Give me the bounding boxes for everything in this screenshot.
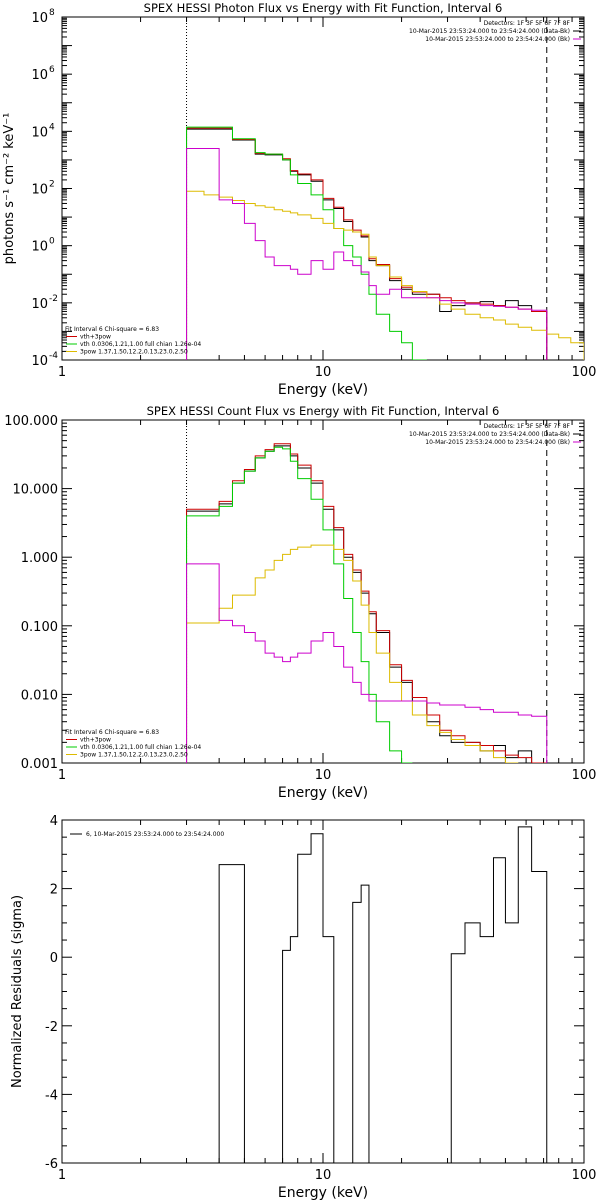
y-tick-label-exponent: -2 [49, 294, 58, 304]
y-tick-label: -4 [45, 1088, 58, 1103]
y-tick-label: 0.001 [21, 757, 58, 772]
y-tick-label: 10 [31, 183, 48, 198]
y-tick-label: 0.100 [21, 620, 58, 635]
legend-bottom-left-text: vth 0.0306,1.21,1.00 full chian 1.26e-04 [80, 744, 201, 751]
y-tick-label-exponent: 4 [49, 122, 55, 132]
series-layer [186, 126, 584, 360]
y-tick-label: 2 [50, 883, 58, 898]
legend-top-right-text: 10-Mar-2015 23:53:24.000 to 23:54:24.000… [409, 28, 570, 35]
series-line-background [186, 563, 548, 763]
legend-top-right-text: 10-Mar-2015 23:53:24.000 to 23:54:24.000… [425, 439, 570, 446]
y-axis-label: Normalized Residuals (sigma) [10, 895, 25, 1088]
y-tick-label: 10 [31, 11, 48, 26]
x-tick-label: 10 [315, 1168, 332, 1183]
series-layer [186, 443, 548, 763]
y-tick-label: 10 [31, 240, 48, 255]
y-tick-label: 0.010 [21, 688, 58, 703]
series-line-thermal [186, 446, 413, 763]
chart-panel-3: 1 10 100 Energy (keV) -6 -4 -2 0 2 4 Normalized Re… [10, 814, 596, 1200]
chart-title: SPEX HESSI Photon Flux vs Energy with Fi… [144, 1, 503, 15]
series-line-powerlaw [186, 544, 519, 763]
y-tick-label: 10 [31, 125, 48, 140]
y-tick-label: 0 [50, 951, 58, 966]
x-tick-label: 10 [315, 365, 332, 380]
y-tick-label-exponent: -4 [49, 351, 58, 361]
series-line-model [186, 127, 548, 360]
legend-bottom-left-text: Fit Interval 6 Chi-square = 6.83 [65, 729, 159, 736]
y-tick-label: 4 [50, 814, 58, 829]
y-tick-label: 10 [31, 297, 48, 312]
y-tick-label: 10.000 [13, 483, 59, 498]
series-line-total [186, 445, 547, 763]
series-layer [186, 826, 548, 1163]
y-tick-label-exponent: 6 [49, 65, 55, 75]
chart-title: SPEX HESSI Count Flux vs Energy with Fit… [147, 404, 500, 418]
y-tick-label-exponent: 0 [49, 237, 55, 247]
legend-bottom-left-text: vth+3pow [80, 334, 111, 341]
x-tick-label: 100 [572, 365, 597, 380]
legend-top-right-text: 10-Mar-2015 23:53:24.000 to 23:54:24.000… [409, 431, 570, 438]
legend-bottom-left-text: vth+3pow [80, 737, 111, 744]
x-axis-label: Energy (keV) [278, 1185, 368, 1200]
y-axis-label: photons s⁻¹ cm⁻² keV⁻¹ [2, 113, 17, 265]
y-tick-label-exponent: 8 [49, 8, 55, 18]
legend-bottom-left-text: 3pow 1.37,1.50,12.2,0.13,23.0,2.50 [80, 349, 188, 356]
chart-panel-1: SPEX HESSI Photon Flux vs Energy with Fi… [2, 1, 596, 398]
y-tick-label: 1.000 [21, 551, 58, 566]
plot-frame [61, 419, 585, 764]
chart-panel-2: SPEX HESSI Count Flux vs Energy with Fit… [4, 404, 596, 801]
y-tick-label: 10 [31, 354, 48, 369]
series-line-model [186, 443, 547, 763]
y-tick-label: -6 [45, 1157, 58, 1172]
x-tick-label: 1 [58, 365, 66, 380]
series-line-powerlaw [186, 190, 584, 360]
legend-top-right-text: 10-Mar-2015 23:53:24.000 to 23:54:24.000… [425, 36, 570, 43]
x-tick-label: 10 [315, 768, 332, 783]
legend-bottom-left-text: vth 0.0306,1.21,1.00 full chian 1.26e-04 [80, 341, 201, 348]
legend-top-right-text: Detectors: 1F 3F 5F 6F 7F 8F [484, 20, 571, 27]
x-axis-label: Energy (keV) [278, 785, 368, 801]
series-line-total [186, 826, 548, 1163]
legend-bottom-left-text: Fit Interval 6 Chi-square = 6.83 [65, 326, 159, 333]
y-tick-label: 100.000 [4, 414, 58, 429]
series-line-background [186, 148, 548, 360]
x-axis-label: Energy (keV) [278, 382, 368, 398]
y-tick-label-exponent: 2 [49, 180, 55, 190]
legend-bottom-left-text: 3pow 1.37,1.50,12.2,0.13,23.0,2.50 [80, 752, 188, 759]
y-tick-label: 10 [31, 68, 48, 83]
x-tick-label: 100 [572, 1168, 597, 1183]
series-line-total [186, 128, 548, 360]
legend-top-left-text: 6, 10-Mar-2015 23:53:24.000 to 23:54:24.… [86, 831, 224, 838]
y-tick-label: -2 [45, 1020, 58, 1035]
x-tick-label: 100 [572, 768, 597, 783]
x-tick-label: 1 [58, 1168, 66, 1183]
x-tick-label: 1 [58, 768, 66, 783]
series-line-thermal [186, 126, 427, 360]
legend-top-right-text: Detectors: 1F 3F 5F 6F 7F 8F [484, 423, 571, 430]
